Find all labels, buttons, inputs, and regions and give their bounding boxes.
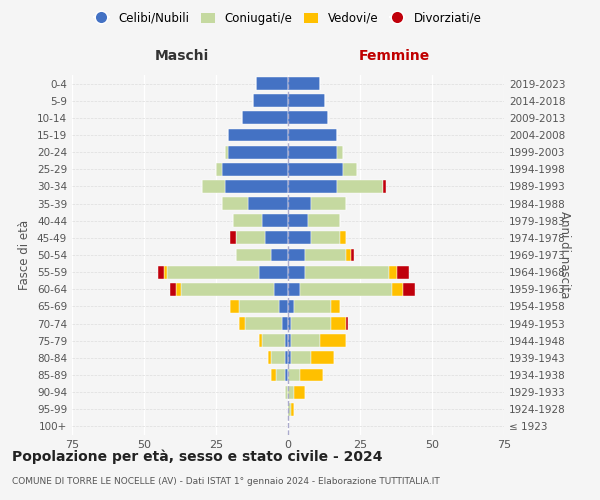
Bar bbox=[167, 266, 259, 278]
Bar bbox=[285, 368, 288, 382]
Bar bbox=[291, 352, 311, 364]
Bar bbox=[288, 94, 325, 107]
Bar bbox=[285, 352, 288, 364]
Bar bbox=[288, 266, 305, 278]
Legend: Celibi/Nubili, Coniugati/e, Vedovi/e, Divorziati/e: Celibi/Nubili, Coniugati/e, Vedovi/e, Di… bbox=[91, 8, 485, 28]
Bar bbox=[291, 403, 294, 415]
Bar bbox=[299, 368, 323, 382]
Bar bbox=[271, 248, 288, 262]
Bar bbox=[291, 334, 320, 347]
Bar bbox=[245, 317, 282, 330]
Bar bbox=[170, 283, 176, 296]
Bar bbox=[311, 352, 334, 364]
Bar bbox=[259, 266, 288, 278]
Bar bbox=[236, 248, 271, 262]
Bar bbox=[320, 334, 346, 347]
Bar bbox=[288, 232, 311, 244]
Bar bbox=[236, 232, 265, 244]
Bar bbox=[262, 214, 288, 227]
Bar bbox=[288, 248, 305, 262]
Bar bbox=[397, 266, 409, 278]
Bar bbox=[288, 146, 337, 158]
Bar bbox=[288, 214, 308, 227]
Bar bbox=[305, 248, 346, 262]
Text: Maschi: Maschi bbox=[154, 49, 209, 63]
Bar bbox=[224, 180, 288, 193]
Bar bbox=[268, 352, 271, 364]
Bar bbox=[288, 283, 299, 296]
Bar bbox=[340, 232, 346, 244]
Bar bbox=[222, 163, 288, 175]
Bar bbox=[227, 128, 288, 141]
Bar bbox=[285, 386, 288, 398]
Bar bbox=[262, 334, 285, 347]
Bar bbox=[265, 232, 288, 244]
Y-axis label: Fasce di età: Fasce di età bbox=[19, 220, 31, 290]
Bar bbox=[274, 283, 288, 296]
Bar bbox=[288, 112, 328, 124]
Bar bbox=[288, 386, 294, 398]
Bar bbox=[346, 317, 349, 330]
Bar bbox=[248, 197, 288, 210]
Bar bbox=[346, 248, 352, 262]
Bar bbox=[291, 317, 331, 330]
Bar bbox=[253, 94, 288, 107]
Bar bbox=[288, 77, 320, 90]
Bar bbox=[230, 232, 236, 244]
Text: Femmine: Femmine bbox=[359, 49, 430, 63]
Bar bbox=[158, 266, 164, 278]
Bar bbox=[288, 197, 311, 210]
Bar bbox=[239, 317, 245, 330]
Bar bbox=[288, 180, 337, 193]
Bar bbox=[311, 232, 340, 244]
Bar bbox=[242, 112, 288, 124]
Bar bbox=[389, 266, 397, 278]
Bar bbox=[222, 197, 248, 210]
Bar bbox=[239, 300, 280, 313]
Bar bbox=[230, 300, 239, 313]
Bar bbox=[181, 283, 274, 296]
Bar bbox=[285, 334, 288, 347]
Bar bbox=[202, 180, 224, 193]
Bar bbox=[288, 352, 291, 364]
Bar bbox=[288, 403, 291, 415]
Bar bbox=[288, 300, 294, 313]
Bar bbox=[311, 197, 346, 210]
Bar bbox=[392, 283, 403, 296]
Text: Popolazione per età, sesso e stato civile - 2024: Popolazione per età, sesso e stato civil… bbox=[12, 450, 383, 464]
Bar bbox=[331, 300, 340, 313]
Bar bbox=[294, 300, 331, 313]
Bar bbox=[164, 266, 167, 278]
Bar bbox=[331, 317, 346, 330]
Bar bbox=[256, 77, 288, 90]
Bar bbox=[305, 266, 389, 278]
Bar bbox=[282, 317, 288, 330]
Bar bbox=[288, 334, 291, 347]
Bar bbox=[294, 386, 305, 398]
Bar bbox=[227, 146, 288, 158]
Bar bbox=[277, 368, 285, 382]
Bar bbox=[337, 146, 343, 158]
Bar bbox=[271, 352, 285, 364]
Bar bbox=[288, 128, 337, 141]
Bar bbox=[288, 368, 299, 382]
Bar bbox=[176, 283, 181, 296]
Bar bbox=[288, 163, 343, 175]
Bar bbox=[343, 163, 357, 175]
Bar bbox=[352, 248, 354, 262]
Bar bbox=[216, 163, 222, 175]
Bar bbox=[337, 180, 383, 193]
Bar bbox=[233, 214, 262, 227]
Bar bbox=[288, 317, 291, 330]
Bar bbox=[308, 214, 340, 227]
Text: COMUNE DI TORRE LE NOCELLE (AV) - Dati ISTAT 1° gennaio 2024 - Elaborazione TUTT: COMUNE DI TORRE LE NOCELLE (AV) - Dati I… bbox=[12, 478, 440, 486]
Bar bbox=[224, 146, 227, 158]
Bar bbox=[383, 180, 386, 193]
Bar bbox=[299, 283, 392, 296]
Y-axis label: Anni di nascita: Anni di nascita bbox=[558, 212, 571, 298]
Bar bbox=[280, 300, 288, 313]
Bar bbox=[259, 334, 262, 347]
Bar bbox=[403, 283, 415, 296]
Bar bbox=[271, 368, 277, 382]
